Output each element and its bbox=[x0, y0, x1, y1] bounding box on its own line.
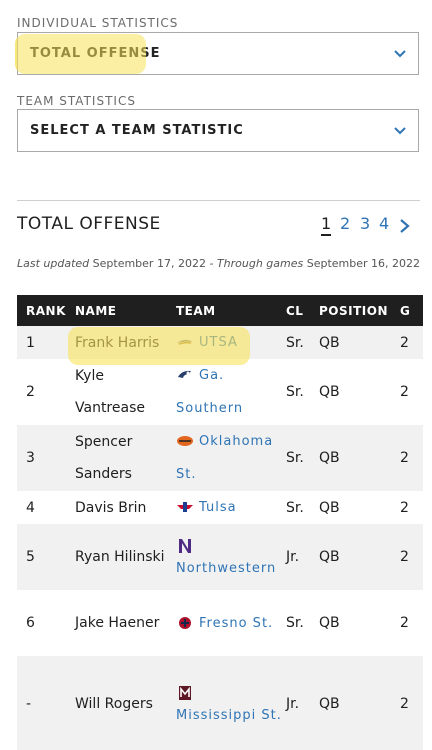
team-link[interactable]: Mississippi St. bbox=[176, 707, 282, 723]
last-updated-prefix: Last updated bbox=[17, 257, 90, 270]
team-statistics-select[interactable]: SELECT A TEAM STATISTIC bbox=[17, 109, 419, 152]
table-row: - Will Rogers Mississippi St. Jr. QB 2 bbox=[17, 656, 423, 750]
pager-page-3[interactable]: 3 bbox=[360, 214, 371, 233]
cl-cell: Sr. bbox=[286, 334, 304, 351]
individual-statistics-label: INDIVIDUAL STATISTICS bbox=[17, 16, 179, 30]
individual-statistics-value: TOTAL OFFENSE bbox=[30, 46, 161, 61]
cl-cell: Sr. bbox=[286, 384, 304, 400]
pager-page-2[interactable]: 2 bbox=[340, 214, 351, 233]
position-cell: QB bbox=[319, 499, 340, 516]
table-row: 5 Ryan Hilinski Northwestern Jr. QB 2 bbox=[17, 524, 423, 590]
page-title: TOTAL OFFENSE bbox=[17, 214, 161, 234]
col-position[interactable]: POSITION bbox=[319, 303, 388, 318]
last-updated-middle: - Through games bbox=[209, 257, 304, 270]
rank-cell: 3 bbox=[26, 450, 35, 466]
cl-cell: Sr. bbox=[286, 615, 304, 631]
individual-statistics-select[interactable]: TOTAL OFFENSE bbox=[17, 32, 419, 75]
position-cell: QB bbox=[319, 549, 340, 565]
team-statistics-value: SELECT A TEAM STATISTIC bbox=[30, 123, 244, 138]
name-cell[interactable]: Davis Brin bbox=[75, 499, 147, 516]
name-cell[interactable]: Kyle Vantrease bbox=[75, 368, 145, 416]
team-link[interactable]: UTSA bbox=[199, 335, 238, 350]
name-cell[interactable]: Will Rogers bbox=[75, 696, 153, 712]
games-cell: 2 bbox=[400, 384, 409, 400]
name-cell[interactable]: Jake Haener bbox=[75, 615, 160, 631]
last-updated: Last updated September 17, 2022 - Throug… bbox=[17, 257, 420, 270]
rank-cell: 5 bbox=[26, 549, 35, 565]
fresno-st-logo-icon bbox=[179, 616, 191, 629]
last-updated-through: September 16, 2022 bbox=[306, 257, 421, 270]
table-row: 2 Kyle Vantrease Ga. Southern Sr. QB 2 bbox=[17, 359, 423, 425]
col-g[interactable]: G bbox=[400, 303, 411, 318]
games-cell: 2 bbox=[400, 615, 409, 631]
pager-page-4[interactable]: 4 bbox=[379, 214, 390, 233]
cl-cell: Jr. bbox=[286, 549, 300, 565]
name-cell[interactable]: Frank Harris bbox=[75, 334, 160, 351]
table-row: 4 Davis Brin Tulsa Sr. QB 2 bbox=[17, 491, 423, 524]
rank-cell: 1 bbox=[26, 334, 35, 351]
divider bbox=[17, 200, 420, 201]
team-link[interactable]: Northwestern bbox=[176, 560, 277, 576]
northwestern-logo-icon bbox=[179, 538, 191, 553]
rank-cell: 2 bbox=[26, 384, 35, 400]
cl-cell: Jr. bbox=[286, 696, 300, 712]
team-cell[interactable]: Mississippi St. bbox=[176, 656, 286, 750]
team-cell[interactable]: Ga. Southern bbox=[176, 359, 286, 425]
games-cell: 2 bbox=[400, 450, 409, 466]
games-cell: 2 bbox=[400, 334, 409, 351]
rank-cell: 6 bbox=[26, 615, 35, 631]
oklahoma-st-logo-icon bbox=[177, 436, 193, 446]
team-cell[interactable]: Northwestern bbox=[176, 524, 286, 590]
last-updated-date: September 17, 2022 bbox=[92, 257, 206, 270]
games-cell: 2 bbox=[400, 549, 409, 565]
tulsa-logo-icon bbox=[177, 502, 193, 512]
col-rank[interactable]: RANK bbox=[26, 303, 66, 318]
stats-table: RANK NAME TEAM CL POSITION G 1 Frank Har… bbox=[17, 295, 423, 750]
table-header-row: RANK NAME TEAM CL POSITION G bbox=[17, 295, 423, 326]
position-cell: QB bbox=[319, 384, 340, 400]
games-cell: 2 bbox=[400, 499, 409, 516]
chevron-right-icon[interactable] bbox=[398, 218, 412, 234]
rank-cell: - bbox=[26, 696, 32, 712]
team-cell[interactable]: UTSA bbox=[176, 326, 286, 359]
col-name[interactable]: NAME bbox=[75, 303, 117, 318]
team-link[interactable]: Tulsa bbox=[199, 500, 237, 515]
position-cell: QB bbox=[319, 334, 340, 351]
mississippi-st-logo-icon bbox=[179, 685, 191, 700]
rank-cell: 4 bbox=[26, 499, 35, 516]
name-cell[interactable]: Spencer Sanders bbox=[75, 434, 133, 482]
team-link[interactable]: Ga. Southern bbox=[176, 368, 244, 416]
games-cell: 2 bbox=[400, 696, 409, 712]
col-team[interactable]: TEAM bbox=[176, 303, 216, 318]
team-link[interactable]: Fresno St. bbox=[199, 615, 274, 631]
utsa-logo-icon bbox=[177, 339, 193, 345]
position-cell: QB bbox=[319, 450, 340, 466]
chevron-down-icon bbox=[394, 50, 406, 58]
col-cl[interactable]: CL bbox=[286, 303, 304, 318]
ga-southern-logo-icon bbox=[178, 370, 191, 378]
chevron-down-icon bbox=[394, 127, 406, 135]
team-link[interactable]: Oklahoma St. bbox=[176, 434, 274, 482]
name-cell[interactable]: Ryan Hilinski bbox=[75, 549, 165, 565]
team-cell[interactable]: Tulsa bbox=[176, 491, 286, 524]
team-cell[interactable]: Fresno St. bbox=[176, 590, 286, 656]
table-row: 3 Spencer Sanders Oklahoma St. Sr. QB 2 bbox=[17, 425, 423, 491]
cl-cell: Sr. bbox=[286, 499, 304, 516]
team-cell[interactable]: Oklahoma St. bbox=[176, 425, 286, 491]
pager-page-1[interactable]: 1 bbox=[321, 214, 332, 236]
cl-cell: Sr. bbox=[286, 450, 304, 466]
team-statistics-label: TEAM STATISTICS bbox=[17, 94, 136, 108]
position-cell: QB bbox=[319, 615, 340, 631]
table-row: 1 Frank Harris UTSA Sr. QB 2 bbox=[17, 326, 423, 359]
position-cell: QB bbox=[319, 696, 340, 712]
table-row: 6 Jake Haener Fresno St. Sr. QB 2 bbox=[17, 590, 423, 656]
